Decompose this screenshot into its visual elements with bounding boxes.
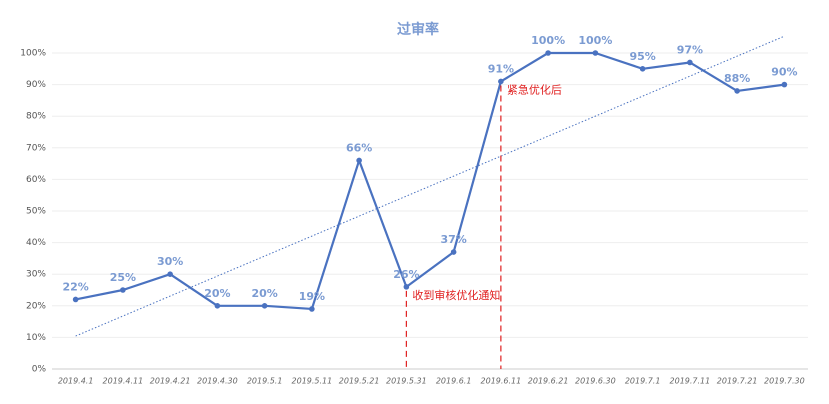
data-point (309, 306, 315, 312)
x-tick-label: 2019.4.11 (103, 377, 144, 386)
y-tick-label: 20% (26, 301, 46, 311)
data-point (120, 287, 126, 293)
data-label: 26% (393, 268, 419, 281)
x-tick-label: 2019.4.21 (150, 377, 191, 386)
x-tick-label: 2019.5.31 (386, 377, 427, 386)
data-label: 25% (110, 271, 136, 284)
data-label: 95% (629, 50, 655, 63)
data-label: 20% (204, 287, 230, 300)
x-tick-label: 2019.5.11 (292, 377, 333, 386)
chart-title: 过审率 (397, 21, 439, 38)
data-point (687, 59, 693, 66)
x-tick-label: 2019.5.1 (247, 377, 283, 386)
series-line (75, 51, 785, 311)
x-tick-label: 2019.7.11 (670, 377, 711, 386)
data-label: 100% (578, 34, 612, 47)
data-label: 100% (531, 34, 565, 47)
data-label: 88% (724, 72, 750, 85)
y-tick-label: 90% (26, 80, 46, 90)
data-point (450, 249, 457, 255)
x-tick-label: 2019.6.11 (481, 377, 522, 386)
data-point (261, 303, 268, 309)
data-point (639, 66, 646, 72)
data-point (545, 50, 551, 56)
annotation: 收到审核优化通知 (412, 288, 500, 302)
x-tick-label: 2019.6.30 (575, 377, 616, 386)
y-tick-label: 60% (26, 175, 46, 185)
data-label: 20% (251, 287, 277, 300)
x-tick-label: 2019.5.21 (339, 377, 380, 386)
data-point (356, 157, 362, 164)
x-tick-label: 2019.7.21 (717, 377, 758, 386)
data-label: 30% (157, 255, 183, 268)
x-tick-label: 2019.4.30 (197, 377, 238, 386)
x-tick-label: 2019.7.1 (625, 377, 661, 386)
data-point (734, 88, 740, 94)
y-tick-label: 100% (20, 49, 46, 59)
y-tick-label: 30% (26, 270, 46, 280)
data-point (214, 303, 221, 309)
x-tick-label: 2019.6.1 (436, 377, 472, 386)
x-tick-label: 2019.6.21 (528, 377, 569, 386)
data-label: 37% (440, 233, 466, 246)
annotation: 紧急优化后 (507, 82, 562, 96)
x-tick-label: 2019.7.30 (764, 377, 805, 386)
y-tick-label: 0% (32, 365, 47, 375)
y-tick-label: 40% (26, 238, 46, 248)
data-label: 66% (346, 141, 372, 154)
data-point (498, 78, 504, 85)
data-label: 22% (62, 280, 88, 293)
y-tick-label: 50% (26, 207, 46, 217)
x-tick-label: 2019.4.1 (58, 377, 94, 386)
trendline (75, 35, 785, 337)
data-label: 90% (771, 66, 797, 79)
data-point (403, 284, 410, 290)
data-label: 97% (677, 43, 703, 56)
y-tick-label: 70% (26, 143, 46, 153)
data-point (592, 50, 599, 56)
data-point (72, 296, 79, 303)
data-point (781, 81, 788, 88)
data-label: 91% (488, 62, 514, 75)
y-tick-label: 10% (26, 333, 46, 343)
data-label: 19% (299, 290, 325, 303)
y-tick-label: 80% (26, 112, 46, 122)
data-point (167, 271, 173, 278)
